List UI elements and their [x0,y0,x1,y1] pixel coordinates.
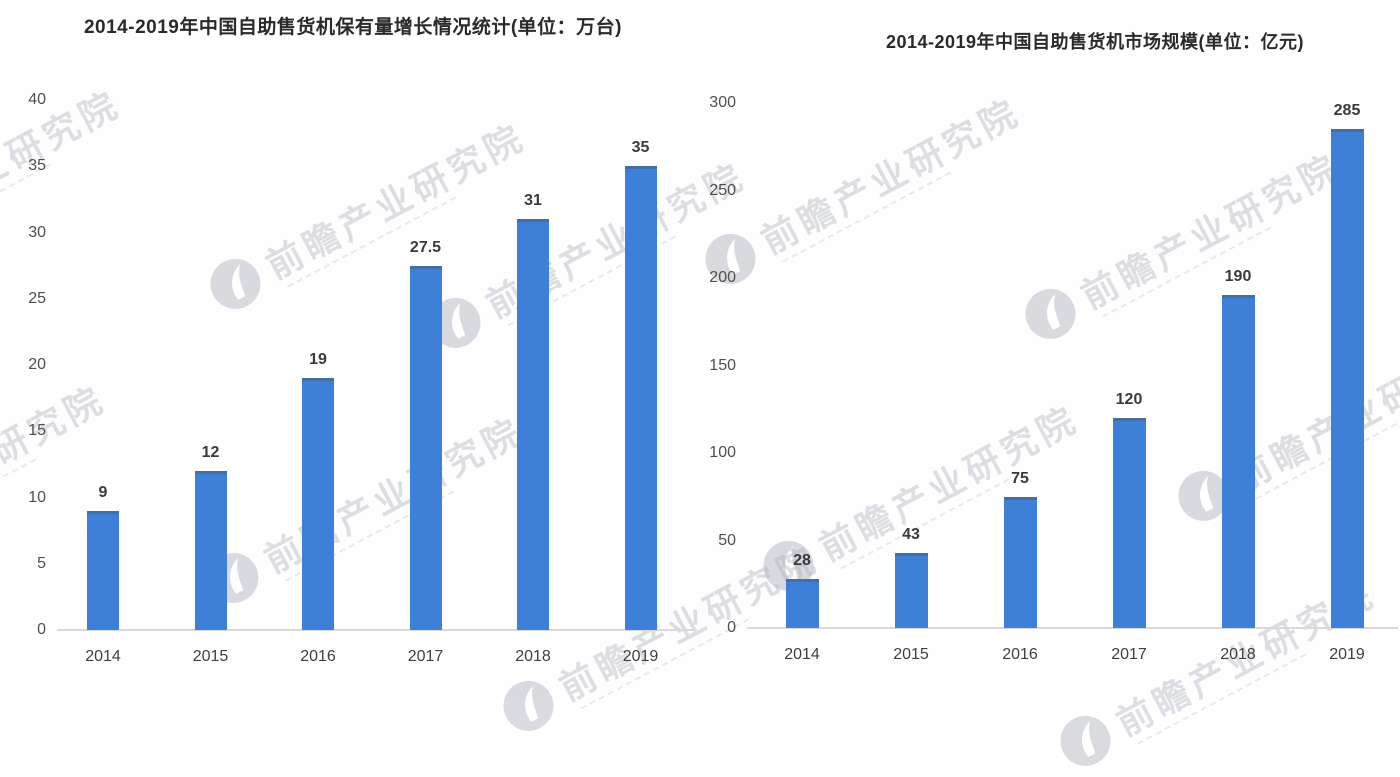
bar-value-label: 35 [631,139,650,156]
watermark: 前瞻产业研究院 [1016,139,1349,349]
x-axis-baseline [57,629,694,631]
y-axis-tick-label: 25 [28,289,46,307]
x-axis-category-label: 2017 [1111,646,1147,663]
dual-bar-chart-figure: 前瞻产业研究院 前瞻产业研究院 前瞻产业研究院 前瞻产业研究院 前瞻产业研究院 前瞻产业研… [0,17,1400,766]
y-axis-tick-label: 35 [28,157,46,175]
y-axis-tick-label: 0 [727,619,736,636]
watermark-logo-icon [1060,715,1111,766]
bar-value-label: 19 [309,351,327,368]
x-axis-category-label: 2016 [1002,646,1038,663]
watermark-logo-icon [1025,288,1076,339]
bar-value-label: 28 [793,552,811,569]
bar-value-label: 43 [902,526,920,543]
x-axis-category-label: 2014 [85,648,121,665]
watermark: 前瞻产业研究院 [696,84,1029,294]
bar [894,553,928,628]
x-axis-category-label: 2018 [1220,646,1256,663]
x-axis-baseline [747,627,1398,629]
x-axis-category-label: 2019 [622,648,659,665]
x-axis-category-label: 2017 [407,648,444,665]
chart-title: 2014-2019年中国自助售货机市场规模(单位：亿元) [885,32,1305,52]
watermark-underline [1255,408,1400,500]
y-axis-tick-label: 250 [709,181,736,199]
y-axis-tick-label: 0 [37,621,46,638]
bar-value-label: 285 [1333,102,1361,119]
y-axis-tick-label: 20 [28,356,46,373]
y-axis-tick-label: 10 [28,488,46,506]
bar-value-label: 75 [1011,470,1029,487]
bar-value-label: 31 [524,192,542,209]
bar [517,219,549,630]
bar [1112,418,1146,628]
watermark-underline [1137,653,1307,745]
bar [409,266,442,630]
bar-value-label: 9 [98,484,108,501]
bar [624,166,657,630]
y-axis-tick-label: 150 [709,356,736,374]
watermark: 前瞻产业研究院 [1169,321,1400,531]
bar [194,471,227,630]
x-axis-category-label: 2014 [784,646,820,663]
x-axis-category-label: 2015 [893,646,929,663]
y-axis-tick-label: 50 [718,531,736,549]
x-axis-category-label: 2019 [1329,646,1365,663]
x-axis-category-label: 2018 [515,648,551,665]
watermark: 前瞻产业研究院 [421,148,754,358]
bar-value-label: 190 [1224,268,1252,285]
bar [1330,129,1364,628]
y-axis-tick-label: 40 [28,91,46,108]
y-axis-tick-label: 15 [28,422,46,440]
y-axis-tick-label: 100 [709,444,736,461]
watermark-underline [782,171,952,263]
bar-value-label: 120 [1115,391,1143,408]
y-axis-tick-label: 200 [709,269,736,286]
chart-title: 2014-2019年中国自助售货机保有量增长情况统计(单位：万台) [83,17,623,38]
x-axis-category-label: 2016 [300,648,336,665]
watermark-text: 前瞻产业研究院 [1074,145,1348,317]
bar-value-label: 12 [201,444,220,461]
watermark-logo-icon [503,680,554,731]
watermark-logo-icon [210,258,261,309]
bar-value-label: 27.5 [409,239,442,256]
y-axis-tick-label: 5 [37,554,46,572]
bar [87,511,119,630]
x-axis-category-label: 2015 [192,648,229,665]
y-axis-tick-label: 300 [709,94,736,111]
y-axis-tick-label: 30 [28,223,46,241]
watermark-text: 前瞻产业研究院 [754,90,1028,262]
watermark: 前瞻产业研究院 [199,403,532,613]
watermark: 前瞻产业研究院 [201,109,534,319]
bar [785,579,819,628]
bar [1003,497,1037,628]
bar [302,378,334,630]
bar [1221,295,1255,628]
watermark-text: 前瞻产业研究院 [257,409,531,581]
